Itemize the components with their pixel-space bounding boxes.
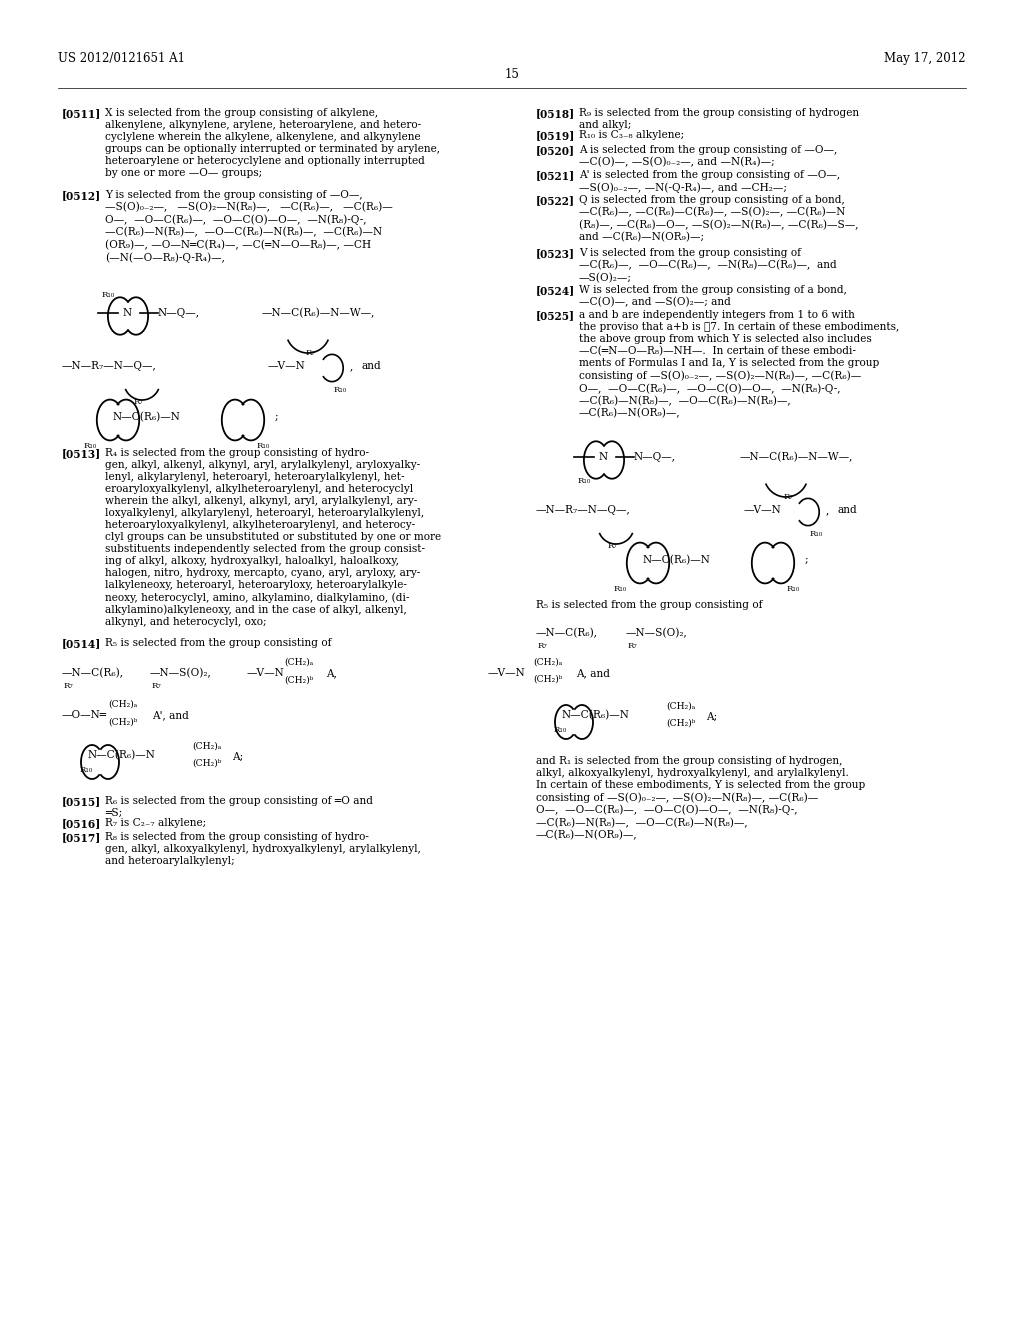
Text: —N—S(O)₂,: —N—S(O)₂,	[150, 668, 212, 678]
Text: N—Q—,: N—Q—,	[158, 308, 200, 318]
Text: R₈ is selected from the group consisting of hydro-
gen, alkyl, alkoxyalkylenyl, : R₈ is selected from the group consisting…	[105, 832, 421, 866]
Text: —V—N: —V—N	[268, 360, 306, 371]
Text: 15: 15	[505, 69, 519, 81]
Text: A;: A;	[232, 752, 243, 762]
Text: A' is selected from the group consisting of —O—,
—S(O)₀₋₂—, —N(-Q-R₄)—, and —CH₂: A' is selected from the group consisting…	[579, 170, 840, 193]
Text: R₁₀: R₁₀	[102, 290, 116, 300]
Text: —N—S(O)₂,: —N—S(O)₂,	[626, 628, 688, 639]
Text: R₁₀: R₁₀	[334, 385, 347, 393]
Text: —V—N: —V—N	[744, 506, 781, 515]
Text: R₁₀: R₁₀	[554, 726, 567, 734]
Text: (CH₂)ₐ: (CH₂)ₐ	[284, 657, 313, 667]
Text: [0511]: [0511]	[62, 108, 101, 119]
Text: R₁₀: R₁₀	[613, 585, 627, 593]
Text: A', and: A', and	[152, 710, 188, 719]
Text: R₁₀: R₁₀	[80, 766, 93, 774]
Text: R₄ is selected from the group consisting of hydro-
gen, alkyl, alkenyl, alkynyl,: R₄ is selected from the group consisting…	[105, 447, 441, 627]
Text: [0516]: [0516]	[62, 818, 101, 829]
Text: R₇: R₇	[783, 492, 793, 502]
Text: —N—C(R₆)—N—W—,: —N—C(R₆)—N—W—,	[262, 308, 376, 318]
Text: R₆ is selected from the group consisting of ═O and
═S;: R₆ is selected from the group consisting…	[105, 796, 373, 818]
Text: N—C(R₆)—N: N—C(R₆)—N	[88, 750, 156, 760]
Text: US 2012/0121651 A1: US 2012/0121651 A1	[58, 51, 185, 65]
Text: and R₁ is selected from the group consisting of hydrogen,
alkyl, alkoxyalkylenyl: and R₁ is selected from the group consis…	[536, 756, 865, 841]
Text: (CH₂)ᵇ: (CH₂)ᵇ	[108, 718, 137, 727]
Text: [0514]: [0514]	[62, 638, 101, 649]
Text: [0525]: [0525]	[536, 310, 575, 321]
Text: R₁₀: R₁₀	[578, 477, 591, 484]
Text: R₇: R₇	[63, 682, 74, 690]
Text: R₇: R₇	[133, 399, 143, 407]
Text: (CH₂)ᵇ: (CH₂)ᵇ	[193, 759, 221, 768]
Text: R₅ is selected from the group consisting of: R₅ is selected from the group consisting…	[105, 638, 332, 648]
Text: [0522]: [0522]	[536, 195, 575, 206]
Text: R₇: R₇	[538, 642, 548, 649]
Text: and: and	[362, 360, 382, 371]
Text: A,: A,	[326, 668, 337, 678]
Text: [0517]: [0517]	[62, 832, 101, 843]
Text: R₇: R₇	[305, 348, 314, 356]
Text: [0520]: [0520]	[536, 145, 575, 156]
Text: (CH₂)ᵇ: (CH₂)ᵇ	[666, 719, 695, 729]
Text: Q is selected from the group consisting of a bond,
—C(R₆)—, —C(R₆)—C(R₆)—, —S(O): Q is selected from the group consisting …	[579, 195, 858, 243]
Text: X is selected from the group consisting of alkylene,
alkenylene, alkynylene, ary: X is selected from the group consisting …	[105, 108, 440, 178]
Text: R₇: R₇	[607, 543, 616, 550]
Text: Y is selected from the group consisting of —O—,
—S(O)₀₋₂—,   —S(O)₂—N(R₈)—,   —C: Y is selected from the group consisting …	[105, 190, 393, 263]
Text: W is selected from the group consisting of a bond,
—C(O)—, and —S(O)₂—; and: W is selected from the group consisting …	[579, 285, 847, 308]
Text: [0521]: [0521]	[536, 170, 575, 181]
Text: [0515]: [0515]	[62, 796, 101, 807]
Text: (CH₂)ᵇ: (CH₂)ᵇ	[284, 676, 313, 685]
Text: (CH₂)ₐ: (CH₂)ₐ	[534, 657, 562, 667]
Text: N: N	[599, 451, 608, 462]
Text: R₇: R₇	[152, 682, 162, 690]
Text: —N—R₇—N—Q—,: —N—R₇—N—Q—,	[62, 360, 157, 371]
Text: R₉ is selected from the group consisting of hydrogen
and alkyl;: R₉ is selected from the group consisting…	[579, 108, 859, 129]
Text: A;: A;	[706, 711, 717, 722]
Text: (CH₂)ₐ: (CH₂)ₐ	[193, 742, 221, 751]
Text: R₁₀: R₁₀	[786, 585, 800, 593]
Text: [0523]: [0523]	[536, 248, 575, 259]
Text: N—Q—,: N—Q—,	[634, 451, 676, 462]
Text: —N—C(R₆),: —N—C(R₆),	[536, 628, 598, 639]
Text: R₁₀: R₁₀	[83, 442, 96, 450]
Text: R₁₀: R₁₀	[256, 442, 269, 450]
Text: —N—R₇—N—Q—,: —N—R₇—N—Q—,	[536, 506, 631, 515]
Text: —O—N═: —O—N═	[62, 710, 108, 719]
Text: N: N	[123, 308, 132, 318]
Text: —N—C(R₆)—N—W—,: —N—C(R₆)—N—W—,	[740, 451, 853, 462]
Text: (CH₂)ₐ: (CH₂)ₐ	[108, 700, 137, 709]
Text: R₁₀: R₁₀	[809, 531, 822, 539]
Text: [0512]: [0512]	[62, 190, 101, 201]
Text: —V—N: —V—N	[247, 668, 285, 678]
Text: R₇ is C₂₋₇ alkylene;: R₇ is C₂₋₇ alkylene;	[105, 818, 206, 828]
Text: ,: ,	[826, 506, 829, 515]
Text: N—C(R₆)—N: N—C(R₆)—N	[562, 710, 630, 721]
Text: [0524]: [0524]	[536, 285, 575, 296]
Text: A, and: A, and	[575, 668, 610, 678]
Text: R₁₀ is C₃₋₈ alkylene;: R₁₀ is C₃₋₈ alkylene;	[579, 129, 684, 140]
Text: ,: ,	[350, 360, 353, 371]
Text: A is selected from the group consisting of —O—,
—C(O)—, —S(O)₀₋₂—, and —N(R₄)—;: A is selected from the group consisting …	[579, 145, 838, 168]
Text: ;: ;	[805, 554, 809, 565]
Text: V is selected from the group consisting of
—C(R₆)—,  —O—C(R₆)—,  —N(R₈)—C(R₆)—, : V is selected from the group consisting …	[579, 248, 837, 282]
Text: —V—N: —V—N	[488, 668, 525, 678]
Text: N—C(R₆)—N: N—C(R₆)—N	[643, 554, 711, 565]
Text: —N—C(R₆),: —N—C(R₆),	[62, 668, 124, 678]
Text: R₅ is selected from the group consisting of: R₅ is selected from the group consisting…	[536, 601, 763, 610]
Text: May 17, 2012: May 17, 2012	[885, 51, 966, 65]
Text: [0518]: [0518]	[536, 108, 575, 119]
Text: (CH₂)ₐ: (CH₂)ₐ	[666, 702, 695, 711]
Text: N—C(R₆)—N: N—C(R₆)—N	[113, 412, 181, 422]
Text: [0519]: [0519]	[536, 129, 575, 141]
Text: (CH₂)ᵇ: (CH₂)ᵇ	[534, 675, 562, 684]
Text: and: and	[838, 506, 858, 515]
Text: ;: ;	[275, 412, 279, 422]
Text: a and b are independently integers from 1 to 6 with
the proviso that a+b is ≦7. : a and b are independently integers from …	[579, 310, 899, 418]
Text: R₇: R₇	[628, 642, 638, 649]
Text: [0513]: [0513]	[62, 447, 101, 459]
